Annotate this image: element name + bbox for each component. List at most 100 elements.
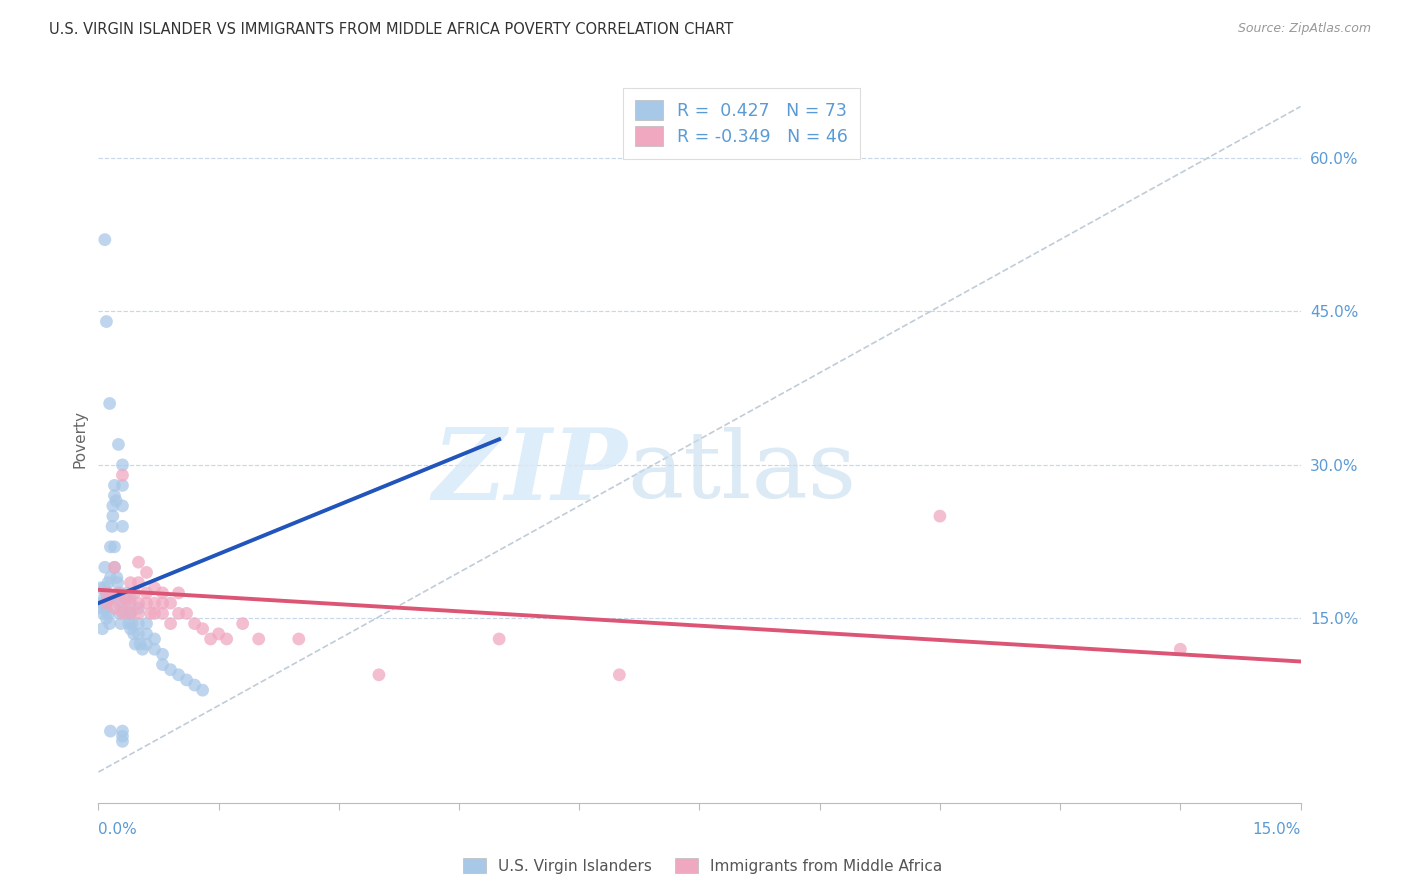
Point [96,314,118,328]
Text: 15.0%: 15.0% [1253,822,1301,837]
Y-axis label: Poverty: Poverty [72,410,87,468]
Point [167,607,190,621]
Point [120,622,142,636]
Point [232,616,254,631]
Point [111,596,134,610]
Text: U.S. VIRGIN ISLANDER VS IMMIGRANTS FROM MIDDLE AFRICA POVERTY CORRELATION CHART: U.S. VIRGIN ISLANDER VS IMMIGRANTS FROM … [49,22,734,37]
Point [247,632,270,646]
Point [111,519,134,533]
Point [120,575,142,590]
Point [183,616,205,631]
Point [105,493,128,508]
Point [128,607,150,621]
Point [103,540,125,554]
Point [143,596,166,610]
Point [135,586,157,600]
Point [122,627,145,641]
Point [100,591,122,605]
Point [152,648,174,662]
Legend: U.S. Virgin Islanders, Immigrants from Middle Africa: U.S. Virgin Islanders, Immigrants from M… [457,852,949,880]
Point [103,560,125,574]
Point [100,540,122,554]
Point [176,607,198,621]
Point [94,581,117,595]
Point [94,596,117,610]
Point [110,616,132,631]
Point [101,509,124,524]
Point [111,468,134,483]
Point [120,607,142,621]
Point [159,596,181,610]
Point [111,734,134,748]
Point [176,673,198,687]
Point [111,729,134,743]
Point [96,611,118,625]
Point [97,607,120,621]
Point [96,596,118,610]
Point [94,233,117,247]
Point [108,586,131,600]
Point [91,607,114,621]
Point [111,499,134,513]
Point [118,616,141,631]
Point [117,586,139,600]
Point [98,396,121,410]
Point [124,586,146,600]
Point [191,622,214,636]
Point [91,622,114,636]
Point [120,607,142,621]
Text: atlas: atlas [627,427,856,517]
Point [200,632,222,646]
Point [111,458,134,472]
Point [96,586,118,600]
Point [128,601,150,615]
Point [107,437,129,451]
Point [183,678,205,692]
Text: 0.0%: 0.0% [98,822,138,837]
Point [90,581,112,595]
Point [91,596,114,610]
Point [111,607,134,621]
Point [167,586,190,600]
Point [129,637,152,651]
Point [143,642,166,657]
Point [96,586,118,600]
Point [929,509,952,524]
Point [128,596,150,610]
Point [135,627,157,641]
Point [152,607,174,621]
Point [135,637,157,651]
Point [101,499,124,513]
Point [114,607,136,621]
Point [115,591,138,605]
Point [105,570,128,584]
Point [152,596,174,610]
Point [488,632,510,646]
Point [115,601,138,615]
Point [111,724,134,739]
Point [135,616,157,631]
Text: ZIP: ZIP [433,424,627,520]
Point [97,591,120,605]
Point [100,724,122,739]
Point [191,683,214,698]
Point [208,627,231,641]
Point [103,601,125,615]
Point [107,586,129,600]
Point [112,591,135,605]
Point [107,596,129,610]
Point [120,596,142,610]
Point [139,607,162,621]
Point [93,591,115,605]
Point [152,657,174,672]
Point [128,627,150,641]
Point [107,575,129,590]
Point [103,489,125,503]
Point [97,575,120,590]
Point [128,616,150,631]
Point [368,668,391,682]
Point [167,668,190,682]
Point [152,586,174,600]
Point [143,632,166,646]
Point [143,607,166,621]
